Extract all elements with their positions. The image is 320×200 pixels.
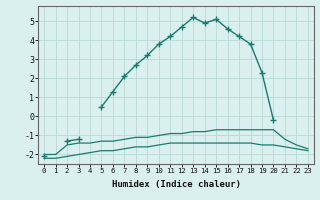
X-axis label: Humidex (Indice chaleur): Humidex (Indice chaleur) [111,180,241,189]
